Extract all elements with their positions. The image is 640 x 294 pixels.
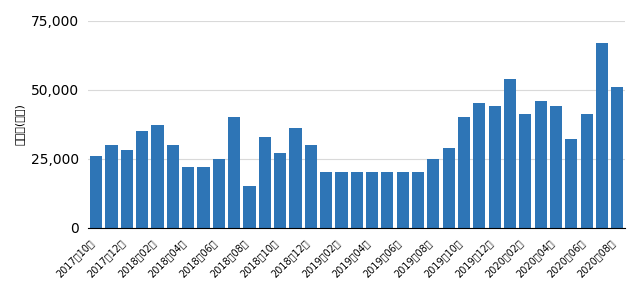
Bar [428,158,440,228]
Bar [197,167,209,228]
Bar [550,106,562,228]
Bar [274,153,286,228]
Bar [320,172,332,228]
Bar [534,101,547,228]
Bar [305,145,317,228]
Bar [488,106,501,228]
Bar [565,139,577,228]
Bar [580,114,593,228]
Bar [519,114,531,228]
Bar [212,158,225,228]
Bar [289,128,301,228]
Bar [611,87,623,228]
Bar [596,43,608,228]
Bar [397,172,409,228]
Bar [259,136,271,228]
Bar [90,156,102,228]
Bar [105,145,118,228]
Bar [151,126,164,228]
Bar [182,167,194,228]
Bar [335,172,348,228]
Bar [166,145,179,228]
Bar [228,117,240,228]
Bar [136,131,148,228]
Bar [473,103,486,228]
Bar [351,172,363,228]
Bar [243,186,255,228]
Bar [120,150,133,228]
Y-axis label: 거래량(건수): 거래량(건수) [15,103,25,145]
Bar [412,172,424,228]
Bar [381,172,394,228]
Bar [458,117,470,228]
Bar [442,148,455,228]
Bar [504,78,516,228]
Bar [366,172,378,228]
